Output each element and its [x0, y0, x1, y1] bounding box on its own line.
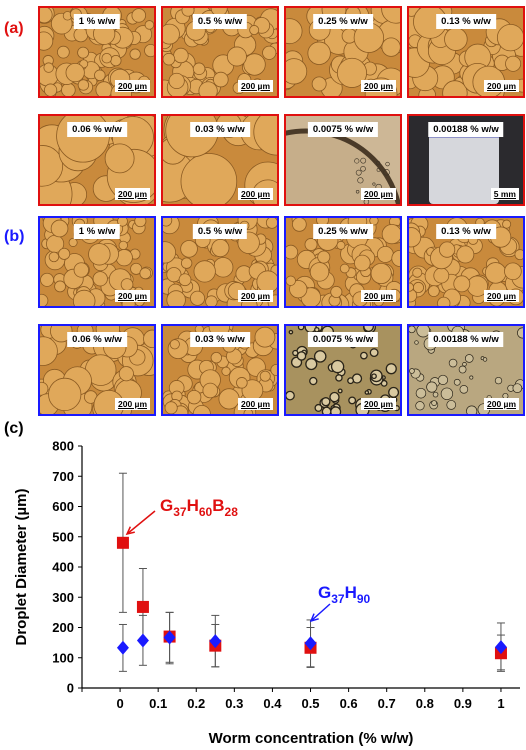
x-tick-label: 0.8 — [416, 696, 434, 711]
x-tick-label: 0.2 — [187, 696, 205, 711]
scale-bar-label: 200 µm — [361, 80, 396, 92]
scale-bar-label: 200 µm — [238, 80, 273, 92]
scale-bar-label: 5 mm — [490, 188, 519, 200]
scale-bar-label: 200 µm — [115, 398, 150, 410]
concentration-label: 1 % w/w — [73, 224, 121, 239]
concentration-label: 1 % w/w — [73, 14, 121, 29]
micrograph-image — [163, 8, 277, 96]
concentration-label: 0.06 % w/w — [67, 122, 127, 137]
x-tick-label: 0.5 — [301, 696, 319, 711]
micrograph-tile: 1 % w/w 200 µm — [38, 216, 156, 308]
scale-bar-label: 200 µm — [238, 188, 273, 200]
micrograph-tile: 0.5 % w/w 200 µm — [161, 216, 279, 308]
concentration-label: 0.25 % w/w — [313, 224, 373, 239]
micrograph-image — [163, 326, 277, 414]
scale-bar-label: 200 µm — [484, 290, 519, 302]
micrograph-image — [409, 218, 523, 306]
micrograph-tile: 0.0075 % w/w 200 µm — [284, 114, 402, 206]
concentration-label: 0.0075 % w/w — [307, 332, 379, 347]
panel-c-label: (c) — [4, 420, 24, 437]
scale-bar-label: 200 µm — [361, 188, 396, 200]
x-tick-label: 0.6 — [340, 696, 358, 711]
concentration-label: 0.06 % w/w — [67, 332, 127, 347]
x-tick-label: 0 — [116, 696, 123, 711]
droplet-diameter-chart: 0 100 200 300 400 500 600 700 800 0 0.1 0.2 0.3 0.4 0.… — [13, 439, 520, 747]
concentration-label: 0.0075 % w/w — [307, 122, 379, 137]
concentration-label: 0.03 % w/w — [190, 332, 250, 347]
concentration-label: 0.03 % w/w — [190, 122, 250, 137]
y-tick-label: 300 — [52, 590, 74, 605]
y-tick-label: 700 — [52, 469, 74, 484]
scale-bar-label: 200 µm — [115, 188, 150, 200]
micrograph-tile: 0.13 % w/w 200 µm — [407, 216, 525, 308]
y-tick-label: 800 — [52, 439, 74, 454]
concentration-label: 0.13 % w/w — [436, 224, 496, 239]
x-axis-title: Worm concentration (% w/w) — [209, 730, 414, 747]
concentration-label: 0.00188 % w/w — [428, 332, 504, 347]
x-tick-label: 0.7 — [378, 696, 396, 711]
panel-a-label: (a) — [4, 20, 24, 37]
x-tick-label: 0.1 — [149, 696, 167, 711]
concentration-label: 0.5 % w/w — [192, 14, 248, 29]
data-point-diamond — [116, 640, 129, 655]
concentration-label: 0.5 % w/w — [192, 224, 248, 239]
micrograph-tile: 0.25 % w/w 200 µm — [284, 6, 402, 98]
scale-bar-label: 200 µm — [238, 398, 273, 410]
panel-a-image-grid: 1 % w/w 200 µm 0.5 % w/w 200 µm 0.25 % w/w 20… — [38, 6, 526, 208]
scale-bar-label: 200 µm — [115, 80, 150, 92]
data-point-diamond — [209, 634, 222, 649]
micrograph-tile: 0.0075 % w/w 200 µm — [284, 324, 402, 416]
concentration-label: 0.00188 % w/w — [428, 122, 504, 137]
series-annotation: G37H90 — [318, 583, 371, 606]
x-tick-label: 0.9 — [454, 696, 472, 711]
micrograph-tile: 0.03 % w/w 200 µm — [161, 324, 279, 416]
y-tick-label: 600 — [52, 499, 74, 514]
micrograph-tile: 0.5 % w/w 200 µm — [161, 6, 279, 98]
annotation-arrow-red-head — [125, 526, 135, 536]
scale-bar-label: 200 µm — [115, 290, 150, 302]
y-tick-label: 100 — [52, 650, 74, 665]
micrograph-tile: 0.25 % w/w 200 µm — [284, 216, 402, 308]
panel-b-image-grid: 1 % w/w 200 µm 0.5 % w/w 200 µm 0.25 % w/w 20… — [38, 216, 526, 418]
annotation-arrow-blue — [310, 603, 331, 622]
concentration-label: 0.13 % w/w — [436, 14, 496, 29]
micrograph-tile: 0.00188 % w/w 200 µm — [407, 324, 525, 416]
scale-bar-label: 200 µm — [361, 398, 396, 410]
y-tick-label: 200 — [52, 620, 74, 635]
y-tick-label: 500 — [52, 529, 74, 544]
series-annotation: G37H60B28 — [160, 496, 238, 519]
micrograph-tile: 0.06 % w/w 200 µm — [38, 324, 156, 416]
data-point-diamond — [304, 636, 317, 651]
x-tick-label: 0.4 — [263, 696, 282, 711]
micrograph-tile: 0.13 % w/w 200 µm — [407, 6, 525, 98]
concentration-label: 0.25 % w/w — [313, 14, 373, 29]
data-point-diamond — [494, 640, 507, 655]
scale-bar-label: 200 µm — [361, 290, 396, 302]
micrograph-tile: 0.06 % w/w 200 µm — [38, 114, 156, 206]
micrograph-image — [286, 8, 400, 96]
data-point-diamond — [136, 633, 149, 648]
data-point-square — [116, 536, 129, 549]
annotation-arrow-red — [126, 510, 156, 535]
y-axis-title: Droplet Diameter (µm) — [13, 488, 30, 645]
panel-b-label: (b) — [4, 228, 25, 245]
micrograph-tile: 1 % w/w 200 µm — [38, 6, 156, 98]
annotation-arrow-blue-head — [309, 613, 319, 623]
y-tick-label: 0 — [67, 681, 74, 696]
data-point-diamond — [163, 630, 176, 645]
data-point-square — [136, 600, 149, 613]
scale-bar-label: 200 µm — [484, 398, 519, 410]
scale-bar-label: 200 µm — [484, 80, 519, 92]
x-tick-label: 1 — [497, 696, 504, 711]
micrograph-tile: 0.03 % w/w 200 µm — [161, 114, 279, 206]
micrograph-tile: 0.00188 % w/w 5 mm — [407, 114, 525, 206]
y-tick-label: 400 — [52, 560, 74, 575]
x-tick-label: 0.3 — [225, 696, 243, 711]
scale-bar-label: 200 µm — [238, 290, 273, 302]
